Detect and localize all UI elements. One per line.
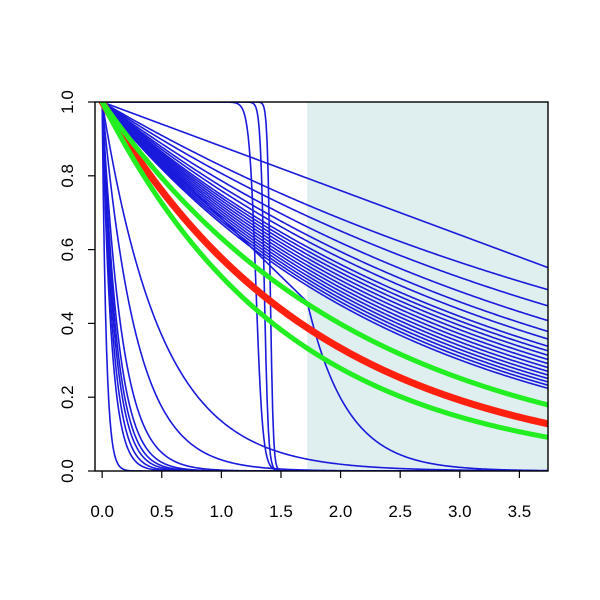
y-tick-label: 0.4 xyxy=(58,312,77,336)
y-tick-label: 0.0 xyxy=(58,459,77,483)
series-line-exp-0-0 xyxy=(101,102,548,291)
series-line-exp-0-4 xyxy=(101,102,548,340)
series-line-exp-0-8 xyxy=(101,102,548,361)
series-line-exp-1-3 xyxy=(101,102,548,471)
series-line-exp-0-13 xyxy=(101,102,548,380)
x-tick-label: 2.0 xyxy=(329,502,353,521)
y-tick-label: 1.0 xyxy=(58,90,77,114)
series-line-exp-0-1 xyxy=(101,102,548,307)
series-line-exp-0-9 xyxy=(101,102,548,365)
x-tick-label: 3.0 xyxy=(448,502,472,521)
series-line-exp-0-10 xyxy=(101,102,548,369)
y-tick-label: 0.2 xyxy=(58,385,77,409)
highlight-line-0 xyxy=(98,102,548,428)
series-line-exp-0-7 xyxy=(101,102,548,357)
series-line-exp-0-2 xyxy=(101,102,548,322)
series-line-exp-0-3 xyxy=(101,102,548,333)
series-line-exp-0-5 xyxy=(101,102,548,348)
y-tick-label: 0.8 xyxy=(58,164,77,188)
highlight-line-1 xyxy=(99,102,548,408)
x-tick-label: 2.5 xyxy=(388,502,412,521)
highlight-layer xyxy=(98,102,548,440)
x-tick-label: 3.5 xyxy=(508,502,532,521)
series-line-exp-0-6 xyxy=(101,102,548,352)
series-line-exp-0-12 xyxy=(101,102,548,376)
x-tick-label: 0.0 xyxy=(90,502,114,521)
series-line-special-1 xyxy=(101,102,548,269)
series-line-exp-1-2 xyxy=(101,102,548,471)
y-tick-label: 0.6 xyxy=(58,238,77,262)
series-line-exp-1-4 xyxy=(101,102,548,471)
series-line-exp-0-15 xyxy=(101,102,548,386)
highlight-line-2 xyxy=(99,102,548,440)
plot-frame xyxy=(94,101,549,472)
x-tick-label: 1.5 xyxy=(269,502,293,521)
series-line-exp-0-14 xyxy=(101,102,548,383)
x-tick-label: 0.5 xyxy=(150,502,174,521)
series-line-special-0 xyxy=(101,102,548,471)
axis-layer: 0.0 0.5 1.0 1.5 2.0 2.5 3.0 3.5 0.0 0.2 0.4 0.6 0.8 1… xyxy=(58,90,549,521)
series-line-exp-0-16 xyxy=(101,102,548,390)
x-tick-label: 1.0 xyxy=(210,502,234,521)
